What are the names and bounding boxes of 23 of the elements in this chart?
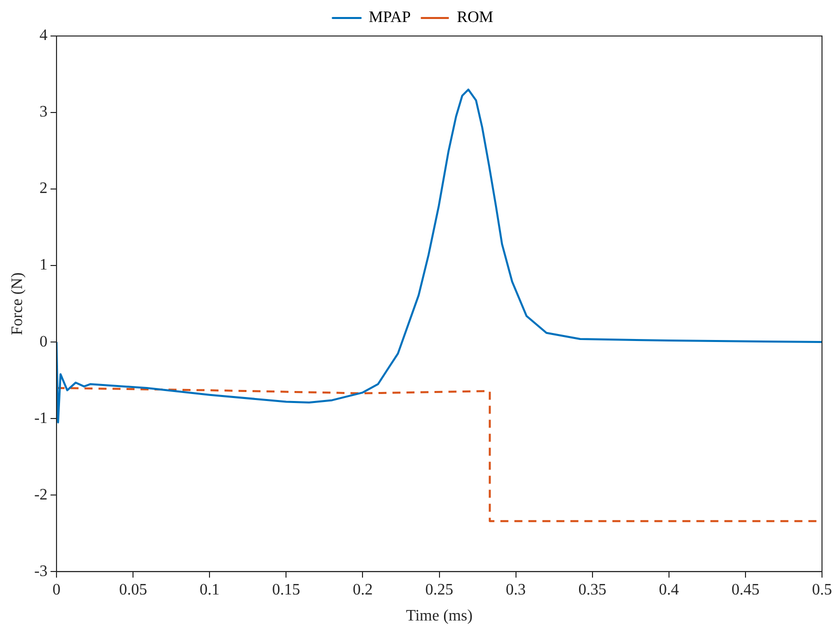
x-tick-label: 0.1	[200, 581, 220, 598]
y-tick-label: 1	[40, 256, 48, 274]
y-tick-label: 3	[40, 104, 48, 121]
legend-label: ROM	[456, 9, 494, 26]
y-tick-label: 2	[40, 180, 48, 198]
y-tick-label: 0	[40, 333, 48, 350]
y-tick-label: -2	[34, 486, 48, 504]
y-tick-label: -3	[34, 562, 48, 580]
x-tick-label: 0.15	[272, 581, 300, 598]
x-tick-label: 0.4	[658, 581, 679, 598]
y-axis-title: Force (N)	[8, 272, 26, 336]
x-tick-label: 0.25	[425, 581, 454, 598]
x-tick-label: 0.35	[578, 581, 606, 598]
y-tick-label: 4	[40, 27, 48, 44]
x-tick-label: 0.05	[119, 581, 148, 598]
legend-label: MPAP	[368, 9, 411, 26]
x-tick-label: 0.5	[812, 581, 832, 598]
x-tick-label: 0.3	[506, 581, 526, 598]
y-tick-label: -1	[34, 410, 48, 427]
x-tick-label: 0.45	[731, 581, 760, 598]
x-tick-label: 0	[52, 581, 61, 598]
x-tick-label: 0.2	[352, 581, 373, 598]
x-axis-title: Time (ms)	[406, 608, 473, 625]
